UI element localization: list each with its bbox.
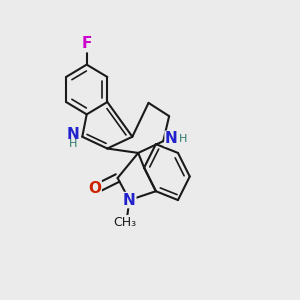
Text: N: N (67, 127, 80, 142)
Text: N: N (165, 131, 178, 146)
Text: F: F (82, 37, 92, 52)
Text: H: H (179, 134, 188, 144)
Text: CH₃: CH₃ (113, 216, 136, 229)
Text: H: H (69, 139, 78, 149)
Text: O: O (88, 181, 101, 196)
Text: N: N (123, 193, 136, 208)
